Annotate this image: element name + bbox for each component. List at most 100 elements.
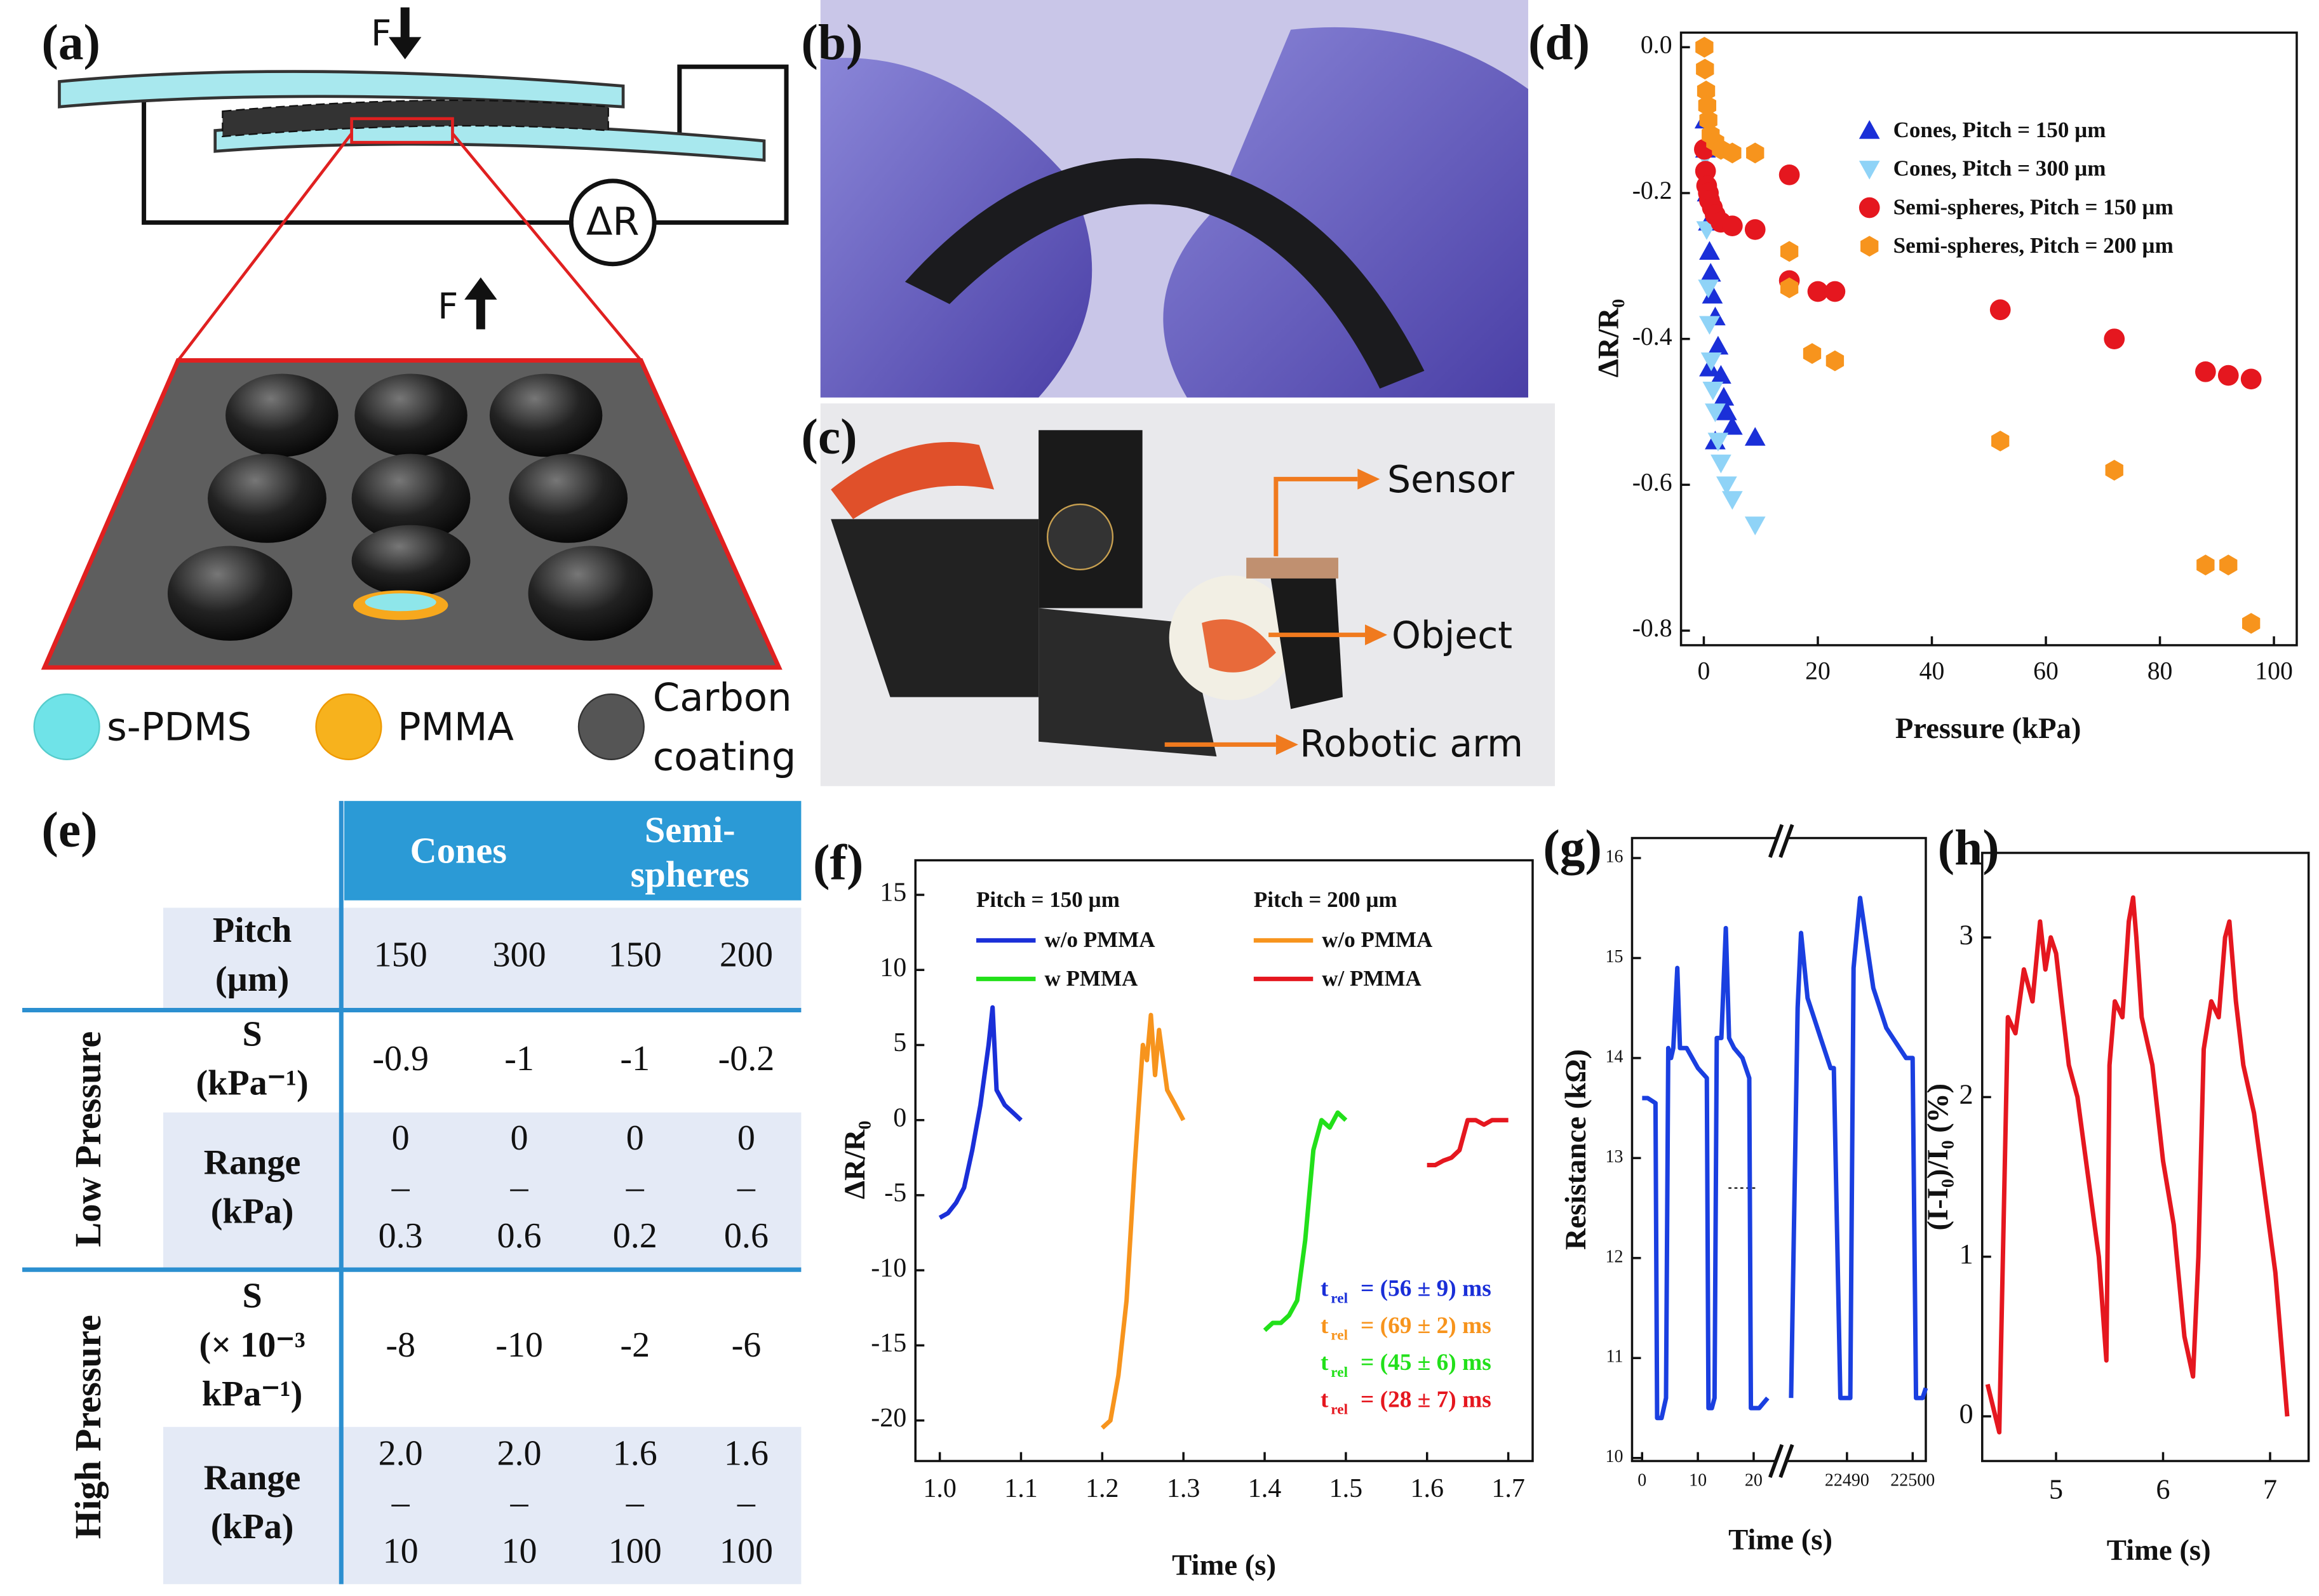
scatter-point: [1699, 109, 1717, 131]
panel-label: (b): [801, 15, 863, 70]
panel-label: (a): [41, 15, 100, 70]
plot-frame: [1981, 852, 2310, 1463]
dome: [354, 373, 467, 457]
legend-marker: [1860, 236, 1879, 257]
table-cell: -0.9: [372, 1039, 429, 1078]
x-tick-label: 1.4: [1248, 1474, 1282, 1503]
y-tick-label: -0.4: [1632, 323, 1672, 351]
scatter-point: [1989, 299, 2011, 321]
cable: [831, 441, 995, 520]
x-tick-label: 22500: [1890, 1471, 1935, 1491]
annotation-text: = (56 ± 9) ms: [1361, 1275, 1491, 1301]
scatter-point: [1716, 476, 1737, 495]
callout-arrow: [1274, 476, 1358, 556]
scatter-point: [1721, 491, 1743, 510]
legend-label: PMMA: [398, 706, 514, 750]
dome: [351, 453, 471, 543]
chart: 0 20 40 60 80 100 0.0 -0.2 -0.4 -0.6 -0.8 Pressure …: [1592, 30, 2298, 745]
legend-swatch: [33, 693, 100, 760]
x-tick-label: 1.2: [1086, 1474, 1119, 1503]
line-series: [1427, 1118, 1509, 1168]
force-label: F: [438, 286, 458, 327]
legend-swatch: [315, 693, 382, 760]
column-header: spheres: [631, 854, 749, 895]
y-axis-label: ΔR/R₀: [838, 1121, 871, 1200]
panel-label: (g): [1543, 820, 1602, 876]
legend-label: s-PDMS: [107, 706, 252, 750]
callout-label: Sensor: [1387, 458, 1514, 501]
legend-marker: [1859, 197, 1880, 218]
table-cell: -10: [495, 1325, 543, 1365]
row-label: Pitch: [213, 911, 292, 950]
table-cell: 2.0: [379, 1433, 423, 1473]
glove: [820, 58, 1092, 398]
table-cell: 0: [737, 1118, 755, 1158]
arrow-head: [1365, 624, 1388, 645]
scatter-point: [1825, 350, 1845, 372]
scatter-point: [1991, 431, 2010, 452]
chart: 0 10 20 22490 22500 10 11 12 13 14 15 16 Time (s) Res…: [1559, 824, 1935, 1557]
scatter-point: [1744, 219, 1766, 240]
table-cell: 10: [383, 1531, 419, 1571]
row-label: S: [243, 1015, 262, 1054]
row-band: [163, 1112, 802, 1268]
panel-label: (d): [1528, 15, 1590, 70]
charts: 0 20 40 60 80 1000.0-0.2-0.4-0.6-0.8Pressure …: [838, 30, 2310, 1581]
table-cell: –: [626, 1482, 645, 1522]
y-tick-label: 10: [880, 953, 906, 982]
x-tick-label: 1.6: [1410, 1474, 1444, 1503]
scatter-point: [2242, 613, 2261, 634]
x-tick-label: 20: [1805, 657, 1831, 685]
table-cell: –: [737, 1482, 756, 1522]
legend-label: w/o PMMA: [1044, 927, 1155, 952]
panel-label: (c): [801, 409, 857, 465]
table-cell: –: [510, 1482, 529, 1522]
y-axis-label: ΔR/R₀: [1592, 299, 1625, 378]
line-series: [1985, 895, 2290, 1435]
legend-label: Semi-spheres, Pitch = 150 µm: [1893, 194, 2174, 219]
y-tick-label: -10: [871, 1254, 906, 1283]
x-axis-label: Time (s): [2107, 1534, 2211, 1567]
legend-label: w PMMA: [1044, 966, 1138, 991]
x-tick-label: 20: [1745, 1471, 1763, 1491]
table-cell: 100: [720, 1531, 773, 1571]
dome: [489, 373, 603, 457]
scatter-point: [1702, 285, 1723, 304]
photo-gripper: Sensor Object Robotic arm: [820, 403, 1556, 786]
y-tick-label: -0.6: [1632, 468, 1672, 496]
y-tick-label: 0.0: [1641, 30, 1672, 58]
scatter-point: [1700, 262, 1721, 282]
y-tick-label: 12: [1605, 1247, 1623, 1266]
dome: [167, 546, 293, 641]
scatter-point: [1698, 279, 1719, 298]
plot-frame: [1630, 836, 1927, 1463]
scatter-point: [1780, 277, 1799, 298]
legend-label: coating: [653, 735, 796, 779]
table-cell: –: [737, 1167, 756, 1207]
scatter-point: [1778, 164, 1800, 185]
table-cell: 1.6: [724, 1433, 769, 1473]
y-tick-label: -0.8: [1632, 614, 1672, 642]
column-header: Cones: [410, 830, 507, 871]
force-arrow: [389, 7, 422, 60]
zoom-line: [177, 132, 642, 362]
row-label: kPa⁻¹): [202, 1374, 302, 1414]
x-tick-label: 10: [1689, 1471, 1707, 1491]
annotation-subscript: rel: [1331, 1327, 1348, 1344]
annotation-subscript: rel: [1331, 1290, 1348, 1306]
dome: [225, 373, 339, 457]
scatter-point: [1746, 142, 1764, 164]
table-cell: 0.6: [724, 1216, 769, 1256]
annotation-text: = (28 ± 7) ms: [1361, 1387, 1491, 1413]
scatter-point: [1698, 95, 1717, 116]
header-band: [344, 801, 802, 901]
scatter-point: [1705, 403, 1726, 422]
row-label: S: [243, 1277, 262, 1316]
table-cell: 0.2: [613, 1216, 657, 1256]
y-tick-label: 2: [1959, 1078, 1973, 1110]
schematic: ΔR F F s-PDMS PMMA Carbon coating: [33, 7, 796, 779]
y-tick-label: 10: [1605, 1447, 1623, 1466]
annotation-symbol: t: [1321, 1350, 1329, 1376]
y-tick-label: 13: [1605, 1147, 1623, 1167]
table-cell: -1: [504, 1039, 534, 1078]
